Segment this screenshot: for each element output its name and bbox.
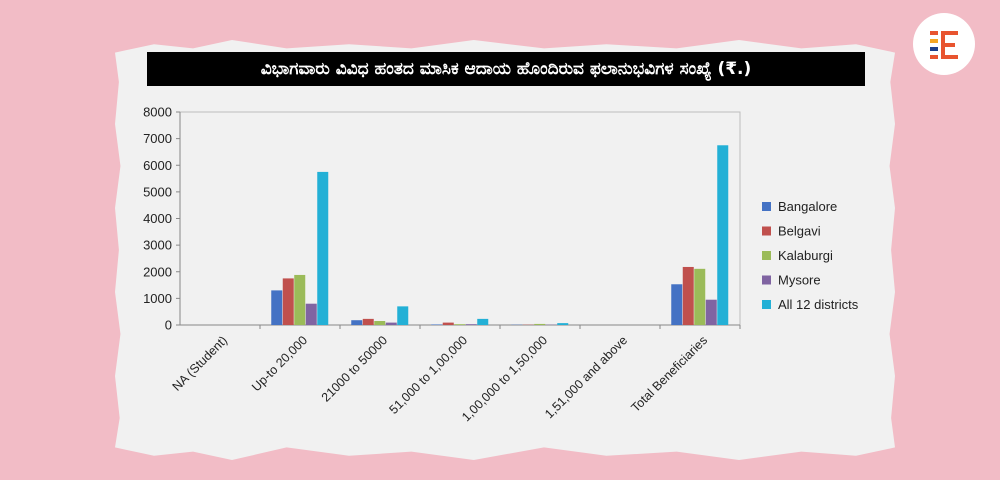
bar <box>442 322 454 325</box>
bar <box>682 266 694 325</box>
bar <box>671 284 683 325</box>
bar <box>397 306 409 325</box>
chart-title-text: ವಿಭಾಗವಾರು ವಿವಿಧ ಹಂತದ ಮಾಸಿಕ ಆದಾಯ ಹೊಂದಿರುವ… <box>260 59 752 79</box>
bar <box>317 171 329 325</box>
y-tick-label: 5000 <box>143 184 172 199</box>
legend-label: Belgavi <box>778 224 821 239</box>
y-tick-label: 0 <box>165 318 172 333</box>
legend-swatch <box>762 202 771 211</box>
legend-swatch <box>762 226 771 236</box>
x-category-label: 51,000 to 1,00,000 <box>386 333 470 417</box>
legend-label: Kalaburgi <box>778 248 833 263</box>
x-category-label: Total Beneficiaries <box>628 333 710 415</box>
chart-title: ವಿಭಾಗವಾರು ವಿವಿಧ ಹಂತದ ಮಾಸಿಕ ಆದಾಯ ಹೊಂದಿರುವ… <box>147 52 865 86</box>
legend-label: All 12 districts <box>778 297 859 312</box>
x-category-label: Up-to 20,000 <box>249 333 310 394</box>
bar <box>534 323 546 325</box>
bar <box>694 268 706 325</box>
bar <box>717 145 729 325</box>
y-tick-label: 8000 <box>143 105 172 120</box>
bar <box>477 318 489 325</box>
legend-swatch <box>762 275 771 285</box>
bar <box>385 322 397 325</box>
bar <box>374 321 386 325</box>
y-tick-label: 2000 <box>143 264 172 279</box>
x-category-label: 21000 to 50000 <box>319 333 390 404</box>
bar <box>362 318 374 325</box>
bar <box>305 303 317 325</box>
bar <box>271 290 283 325</box>
e-letter-logo-icon <box>930 31 958 59</box>
y-tick-label: 7000 <box>143 131 172 146</box>
plot-area <box>179 111 741 326</box>
legend-label: Bangalore <box>778 199 837 214</box>
x-category-label: 1,51,000 and above <box>542 333 630 421</box>
bar <box>431 324 443 325</box>
paper-clipping <box>115 40 895 460</box>
bar <box>465 324 477 325</box>
bar <box>282 278 294 325</box>
bar <box>557 323 569 325</box>
site-logo[interactable] <box>913 13 975 75</box>
bar <box>351 320 363 325</box>
bar <box>294 274 306 325</box>
legend-label: Mysore <box>778 273 821 288</box>
bar <box>454 324 466 325</box>
bar <box>705 299 717 325</box>
y-tick-label: 3000 <box>143 238 172 253</box>
legend-swatch <box>762 300 771 309</box>
y-tick-label: 1000 <box>143 291 172 306</box>
x-category-label: NA (Student) <box>170 333 231 394</box>
legend-swatch <box>762 251 771 260</box>
y-tick-label: 4000 <box>143 211 172 226</box>
x-category-label: 1,00,000 to 1,50,000 <box>459 333 550 424</box>
y-tick-label: 6000 <box>143 158 172 173</box>
